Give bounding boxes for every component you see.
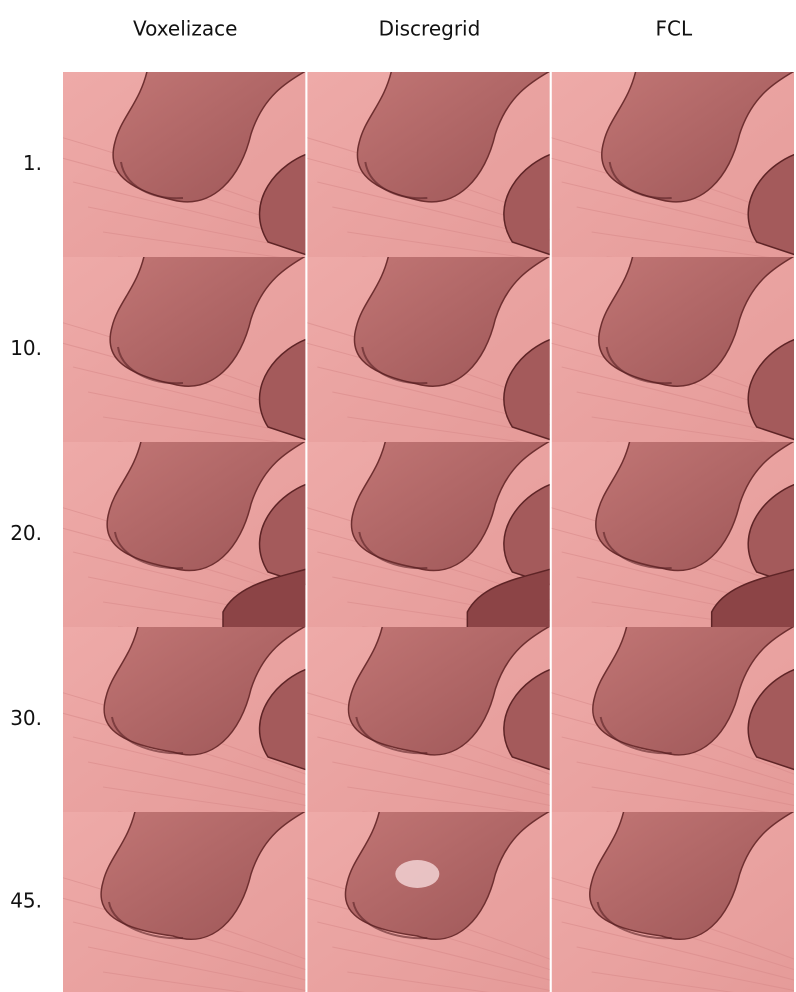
row-label: 1. (23, 151, 42, 175)
column-header: FCL (656, 17, 693, 41)
render-cell (287, 252, 557, 457)
figure: Voxelizace Discregrid FCL 1. 10. 20. 30. 45. (0, 0, 796, 992)
render-cell (532, 67, 796, 272)
render-cell (43, 67, 313, 272)
row-label: 45. (10, 889, 42, 913)
render-cell (43, 252, 313, 457)
render-cell (287, 67, 557, 272)
row-label: 30. (10, 706, 42, 730)
render-cell (43, 622, 313, 827)
row-label: 10. (10, 336, 42, 360)
render-cell (287, 437, 557, 642)
render-cell (287, 622, 557, 827)
column-header: Discregrid (379, 17, 481, 41)
row-label: 20. (10, 521, 42, 545)
column-header: Voxelizace (133, 17, 237, 41)
artifact (395, 860, 439, 888)
render-cell (287, 807, 557, 992)
render-cell (532, 437, 796, 642)
render-cell (532, 622, 796, 827)
render-cell (532, 252, 796, 457)
render-cell (43, 437, 313, 642)
render-cell (43, 807, 313, 992)
render-cell (532, 807, 796, 992)
